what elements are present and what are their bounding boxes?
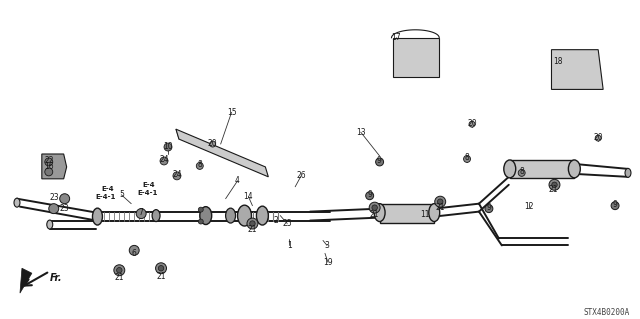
Text: 9: 9 [376,156,381,166]
Text: E-4: E-4 [143,182,156,188]
Circle shape [136,209,146,219]
Text: 4: 4 [235,176,240,185]
Circle shape [595,135,601,141]
Ellipse shape [93,208,102,225]
Ellipse shape [374,204,385,222]
Ellipse shape [625,168,631,177]
Text: 21: 21 [156,272,166,281]
Text: 22: 22 [44,156,54,166]
Text: 21: 21 [370,210,380,219]
Ellipse shape [14,198,20,207]
Circle shape [435,196,445,207]
Circle shape [198,207,204,212]
Circle shape [164,143,172,151]
Text: 20: 20 [208,138,218,148]
Text: 2: 2 [274,216,278,225]
Ellipse shape [568,160,580,178]
Text: 23: 23 [50,193,60,202]
Polygon shape [176,129,268,177]
Text: 20: 20 [467,119,477,128]
Circle shape [173,172,181,180]
Ellipse shape [237,205,252,226]
Circle shape [60,194,70,204]
Text: 21: 21 [435,203,445,212]
Ellipse shape [226,208,236,223]
Text: 25: 25 [282,219,292,228]
Circle shape [45,168,52,176]
Circle shape [469,121,475,127]
Text: 8: 8 [197,160,202,169]
Text: 11: 11 [420,210,430,219]
Circle shape [376,158,383,166]
Text: 14: 14 [244,192,253,201]
Text: 9: 9 [367,190,372,199]
Text: 9: 9 [486,203,492,212]
Circle shape [156,263,166,274]
Text: E-4-1: E-4-1 [95,194,116,200]
Ellipse shape [504,160,516,178]
Circle shape [518,169,525,176]
Text: 8: 8 [519,167,524,176]
Text: Fr.: Fr. [50,273,62,283]
Circle shape [369,202,380,213]
Ellipse shape [152,210,160,222]
Text: 16: 16 [44,162,54,171]
Text: 8: 8 [465,153,469,162]
Text: 17: 17 [392,33,401,42]
Circle shape [210,141,216,147]
Circle shape [49,204,59,214]
Text: 19: 19 [323,258,333,267]
Text: 18: 18 [554,57,563,66]
Circle shape [158,265,164,271]
Circle shape [549,179,560,190]
Circle shape [365,192,374,200]
Text: 3: 3 [324,241,330,250]
Circle shape [247,218,258,229]
Ellipse shape [200,207,212,225]
Circle shape [372,205,378,210]
Ellipse shape [47,220,52,229]
Circle shape [198,219,204,224]
Text: 21: 21 [115,273,124,282]
Circle shape [114,265,125,276]
Text: E-4: E-4 [101,186,114,192]
Circle shape [129,245,139,255]
Polygon shape [552,50,603,89]
Text: 24: 24 [172,170,182,179]
Circle shape [116,268,122,273]
Text: 15: 15 [227,108,236,117]
Text: STX4B0200A: STX4B0200A [584,308,630,317]
Circle shape [196,162,204,169]
Text: 6: 6 [132,249,137,258]
Circle shape [463,155,470,162]
Circle shape [552,182,557,188]
Circle shape [250,221,255,226]
Text: 5: 5 [119,190,124,199]
Text: 20: 20 [593,133,603,142]
Text: 10: 10 [163,142,173,151]
Bar [380,204,435,223]
Text: 9: 9 [612,200,618,209]
Polygon shape [42,154,67,179]
Circle shape [485,205,493,212]
Text: 24: 24 [159,155,169,165]
Text: 23: 23 [60,204,70,213]
Text: 26: 26 [296,171,306,180]
Circle shape [611,202,619,210]
Ellipse shape [257,206,268,225]
Bar [510,160,574,178]
Text: 21: 21 [548,185,558,194]
Text: E-4-1: E-4-1 [137,190,157,196]
Circle shape [160,157,168,165]
Text: 13: 13 [356,128,365,137]
Text: 7: 7 [139,208,143,217]
Circle shape [438,199,443,204]
Text: 21: 21 [248,225,257,234]
Polygon shape [20,268,32,293]
Circle shape [45,158,52,166]
Ellipse shape [429,204,440,222]
Polygon shape [392,38,439,78]
Text: 12: 12 [524,202,533,211]
Text: 1: 1 [287,241,292,250]
